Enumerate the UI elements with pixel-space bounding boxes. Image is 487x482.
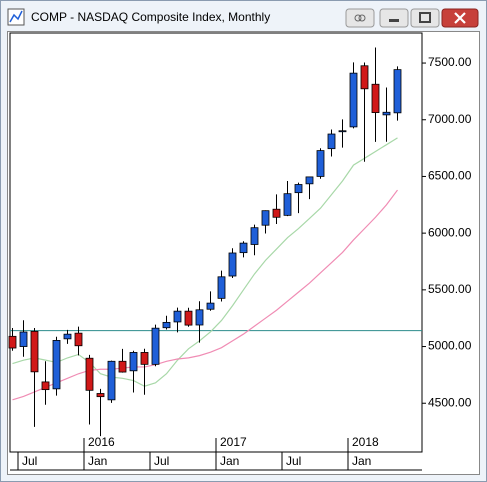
candle-body bbox=[151, 327, 160, 365]
y-tick-label: 6500.00 bbox=[428, 169, 472, 183]
candle-body bbox=[261, 210, 270, 226]
candle-body bbox=[393, 69, 402, 114]
link-icon bbox=[354, 14, 362, 22]
y-tick-label: 4500.00 bbox=[428, 395, 472, 409]
x-tick-label: Jul bbox=[286, 454, 301, 468]
y-tick-label: 7500.00 bbox=[428, 55, 472, 69]
maximize-icon bbox=[419, 12, 431, 23]
candle-body bbox=[41, 381, 50, 391]
x-tick-label: Jan bbox=[88, 454, 107, 468]
candle-body bbox=[63, 333, 72, 340]
moving-average-line bbox=[12, 189, 398, 401]
x-tick-label: Jul bbox=[154, 454, 169, 468]
y-tick-label: 6000.00 bbox=[428, 225, 472, 239]
x-tick-label: Jan bbox=[352, 454, 371, 468]
candle-body bbox=[8, 335, 17, 349]
candle-body bbox=[360, 65, 369, 90]
candle-body bbox=[283, 193, 292, 216]
candle-body bbox=[327, 133, 336, 150]
candle-body bbox=[74, 332, 83, 347]
candle-body bbox=[349, 72, 358, 128]
candle-body bbox=[250, 227, 259, 245]
candle-body bbox=[316, 150, 325, 177]
candle-body bbox=[118, 360, 127, 373]
candle-body bbox=[305, 176, 314, 185]
maximize-button[interactable] bbox=[410, 8, 440, 28]
minimize-icon bbox=[389, 19, 399, 22]
candle-body bbox=[162, 321, 171, 329]
candle-body bbox=[272, 208, 281, 218]
candle-body bbox=[184, 310, 193, 326]
candle-body bbox=[206, 302, 215, 310]
link-button[interactable] bbox=[345, 8, 375, 28]
candle-body bbox=[382, 111, 391, 116]
x-tick-label: Jul bbox=[22, 454, 37, 468]
candle-body bbox=[96, 393, 105, 398]
close-icon bbox=[454, 12, 466, 24]
candle-body bbox=[85, 357, 94, 391]
candle-body bbox=[239, 242, 248, 254]
window-icon-line bbox=[9, 10, 23, 23]
year-label: 2018 bbox=[352, 435, 379, 449]
y-tick-label: 7000.00 bbox=[428, 112, 472, 126]
candle-body bbox=[129, 352, 138, 372]
candle-body bbox=[294, 184, 303, 194]
candle-body bbox=[19, 331, 28, 347]
candle-body bbox=[52, 340, 61, 390]
link-icon bbox=[358, 14, 366, 22]
candle-body bbox=[217, 276, 226, 299]
candle-body bbox=[30, 330, 39, 373]
candle-body bbox=[228, 252, 237, 277]
y-tick-label: 5000.00 bbox=[428, 339, 472, 353]
window-title: COMP - NASDAQ Composite Index, Monthly bbox=[31, 10, 270, 24]
candle-body bbox=[140, 352, 149, 365]
candle-body bbox=[195, 309, 204, 326]
plot-frame bbox=[9, 32, 423, 453]
candle-body bbox=[173, 310, 182, 323]
x-tick-label: Jan bbox=[220, 454, 239, 468]
candle-body bbox=[338, 130, 347, 133]
moving-average-line bbox=[12, 137, 398, 387]
year-label: 2017 bbox=[220, 435, 247, 449]
candle-body bbox=[371, 83, 380, 114]
y-tick-label: 5500.00 bbox=[428, 282, 472, 296]
plot-area: 4500.00 5000.00 5500.00 6000.00 6500.00 7000.… bbox=[8, 32, 472, 471]
year-label: 2016 bbox=[88, 435, 115, 449]
candle-body bbox=[107, 360, 116, 401]
minimize-button[interactable] bbox=[379, 8, 409, 28]
